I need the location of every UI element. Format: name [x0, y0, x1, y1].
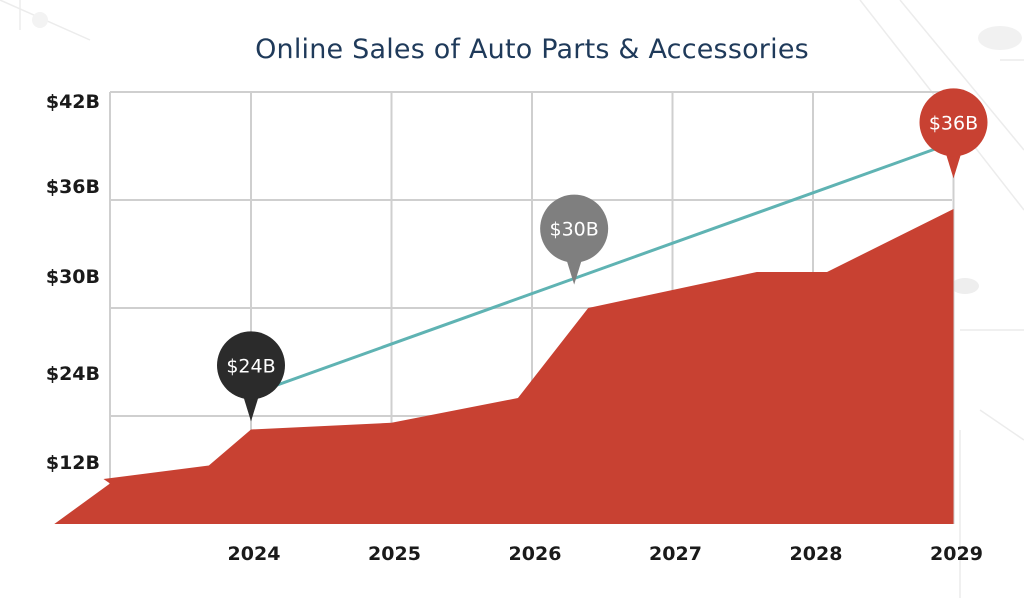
x-tick-label: 2028 [790, 543, 843, 565]
x-tick-label: 2029 [930, 543, 983, 565]
y-tick-label: $36B [46, 176, 100, 198]
x-tick-label: 2027 [649, 543, 702, 565]
callout-pointer [566, 258, 583, 285]
callout-layer: $24B $30B $36B [217, 88, 988, 422]
x-tick-label: 2024 [228, 543, 281, 565]
callout-label: $24B [226, 355, 275, 377]
y-axis: $12B $24B $30B $36B $42B [46, 91, 100, 474]
callout-0: $24B [217, 331, 285, 422]
x-tick-label: 2025 [368, 543, 421, 565]
callout-pointer [945, 152, 962, 179]
y-tick-label: $12B [46, 452, 100, 474]
x-axis: 2024 2025 2026 2027 2028 2029 [228, 543, 983, 565]
area-series [54, 209, 954, 524]
trend-line [250, 140, 955, 396]
callout-label: $30B [549, 219, 598, 241]
callout-label: $36B [929, 112, 978, 134]
callout-bubble [540, 194, 609, 263]
callout-2: $36B [919, 88, 988, 179]
x-tick-label: 2026 [509, 543, 562, 565]
trend-layer [250, 140, 955, 396]
callout-pointer [243, 395, 259, 422]
y-tick-label: $24B [46, 363, 100, 385]
y-tick-label: $42B [46, 91, 100, 113]
callout-1: $30B [540, 194, 609, 285]
y-tick-label: $30B [46, 266, 100, 288]
callout-bubble [217, 331, 285, 400]
callout-bubble [919, 88, 988, 157]
chart-title: Online Sales of Auto Parts & Accessories [255, 34, 809, 65]
area-layer [54, 209, 954, 524]
